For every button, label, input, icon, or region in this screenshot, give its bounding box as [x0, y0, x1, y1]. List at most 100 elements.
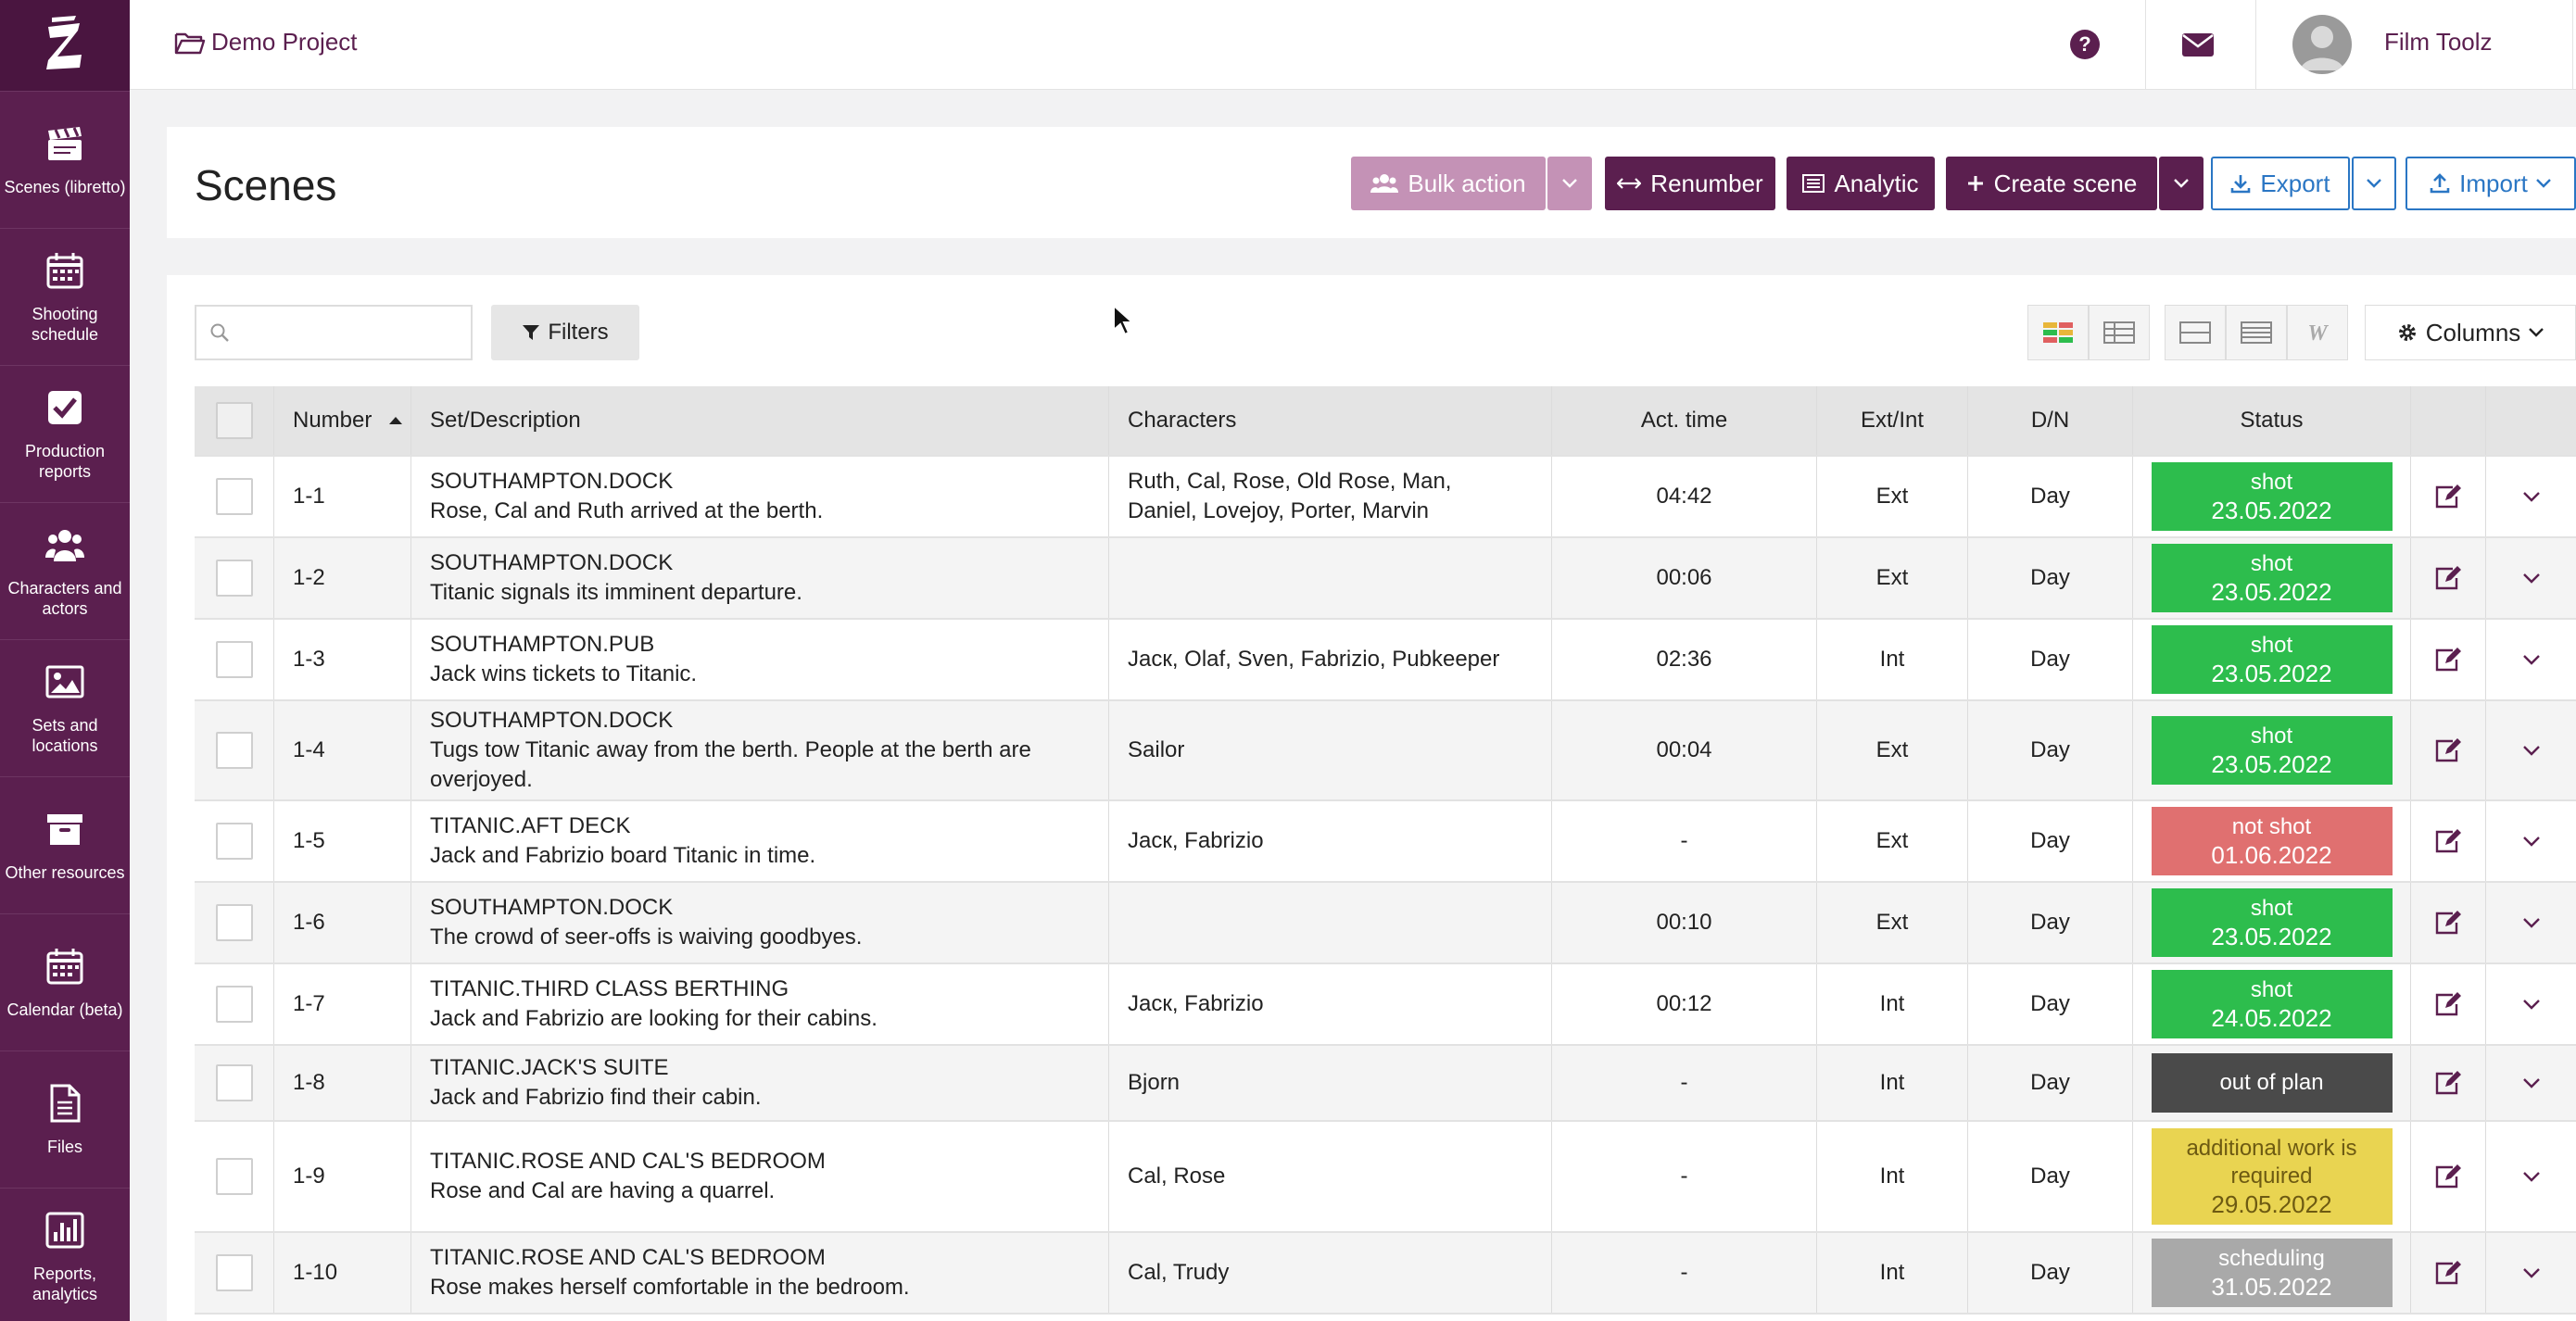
sidebar-item-reports-analytics[interactable]: Reports, analytics	[0, 1188, 130, 1321]
bulk-action-button[interactable]: Bulk action	[1351, 157, 1546, 210]
row-checkbox[interactable]	[215, 904, 253, 941]
row-checkbox[interactable]	[215, 986, 253, 1023]
edit-icon[interactable]	[2434, 1070, 2462, 1096]
chevron-down-icon[interactable]	[2522, 745, 2541, 756]
set-description-cell[interactable]: TITANIC.THIRD CLASS BERTHING Jack and Fab…	[411, 964, 1109, 1044]
set-description-cell[interactable]: TITANIC.ROSE AND CAL'S BEDROOM Rose and C…	[411, 1122, 1109, 1231]
edit-icon[interactable]	[2434, 647, 2462, 673]
help-icon[interactable]: ?	[2066, 26, 2103, 63]
edit-icon[interactable]	[2434, 1260, 2462, 1286]
table-row[interactable]: 1-2 SOUTHAMPTON.DOCK Titanic signals its i…	[195, 538, 2576, 620]
search-input[interactable]	[239, 320, 461, 346]
table-row[interactable]: 1-8 TITANIC.JACK'S SUITE Jack and Fabrizio…	[195, 1046, 2576, 1122]
chevron-down-icon[interactable]	[2522, 572, 2541, 584]
select-all-checkbox[interactable]	[215, 402, 253, 439]
column-header-number[interactable]: Number	[274, 386, 411, 455]
app-logo[interactable]	[0, 0, 130, 91]
row-checkbox[interactable]	[215, 560, 253, 597]
table-row[interactable]: 1-4 SOUTHAMPTON.DOCK Tugs tow Titanic away…	[195, 701, 2576, 801]
export-dropdown[interactable]	[2352, 157, 2396, 210]
edit-icon[interactable]	[2434, 565, 2462, 591]
row-checkbox[interactable]	[215, 823, 253, 860]
chevron-down-icon[interactable]	[2522, 836, 2541, 847]
column-header-ext-int[interactable]: Ext/Int	[1817, 386, 1968, 455]
row-checkbox[interactable]	[215, 1064, 253, 1101]
filters-button[interactable]: Filters	[491, 305, 639, 360]
edit-icon[interactable]	[2434, 737, 2462, 763]
avatar[interactable]	[2292, 15, 2352, 74]
table-row[interactable]: 1-9 TITANIC.ROSE AND CAL'S BEDROOM Rose an…	[195, 1122, 2576, 1233]
sidebar-item-production-reports[interactable]: Production reports	[0, 365, 130, 502]
table-row[interactable]: 1-7 TITANIC.THIRD CLASS BERTHING Jack and …	[195, 964, 2576, 1046]
set-description-cell[interactable]: SOUTHAMPTON.DOCK Titanic signals its immi…	[411, 538, 1109, 618]
column-header-dn[interactable]: D/N	[1968, 386, 2133, 455]
edit-icon[interactable]	[2434, 484, 2462, 510]
set-description-cell[interactable]: SOUTHAMPTON.PUB Jack wins tickets to Tita…	[411, 620, 1109, 699]
import-button[interactable]: Import	[2406, 157, 2576, 210]
table-row[interactable]: 1-6 SOUTHAMPTON.DOCK The crowd of seer-off…	[195, 883, 2576, 964]
status-badge[interactable]: additional work is required 29.05.2022	[2151, 1128, 2393, 1225]
columns-button[interactable]: Columns	[2365, 305, 2576, 360]
search-field[interactable]	[195, 305, 473, 360]
edit-icon[interactable]	[2434, 828, 2462, 854]
row-checkbox[interactable]	[215, 641, 253, 678]
edit-icon[interactable]	[2434, 991, 2462, 1017]
column-header-set[interactable]: Set/Description	[411, 386, 1109, 455]
table-row[interactable]: 1-5 TITANIC.AFT DECK Jack and Fabrizio boa…	[195, 801, 2576, 883]
status-badge[interactable]: scheduling 31.05.2022	[2151, 1239, 2393, 1307]
wrap-text-button[interactable]: W	[2287, 305, 2348, 360]
renumber-button[interactable]: Renumber	[1605, 157, 1775, 210]
status-badge[interactable]: shot 23.05.2022	[2151, 625, 2393, 694]
column-header-characters[interactable]: Characters	[1109, 386, 1552, 455]
column-header-act-time[interactable]: Act. time	[1552, 386, 1817, 455]
row-height-compact-button[interactable]	[2226, 305, 2287, 360]
chevron-down-icon[interactable]	[2522, 654, 2541, 665]
column-header-status[interactable]: Status	[2133, 386, 2411, 455]
set-description-cell[interactable]: TITANIC.AFT DECK Jack and Fabrizio board …	[411, 801, 1109, 881]
create-scene-dropdown[interactable]	[2159, 157, 2203, 210]
view-table-button[interactable]	[2089, 305, 2150, 360]
status-badge[interactable]: shot 23.05.2022	[2151, 544, 2393, 612]
chevron-down-icon[interactable]	[2522, 1077, 2541, 1088]
status-badge[interactable]: shot 23.05.2022	[2151, 716, 2393, 785]
set-description-cell[interactable]: TITANIC.JACK'S SUITE Jack and Fabrizio fi…	[411, 1046, 1109, 1120]
bulk-action-dropdown[interactable]	[1547, 157, 1592, 210]
chevron-down-icon[interactable]	[2522, 999, 2541, 1010]
mail-icon[interactable]	[2179, 26, 2216, 63]
edit-icon[interactable]	[2434, 1164, 2462, 1189]
edit-icon[interactable]	[2434, 910, 2462, 936]
row-checkbox[interactable]	[215, 732, 253, 769]
status-badge[interactable]: not shot 01.06.2022	[2151, 807, 2393, 875]
sidebar-item-scenes-libretto[interactable]: Scenes (libretto)	[0, 91, 130, 228]
set-description-cell[interactable]: SOUTHAMPTON.DOCK Rose, Cal and Ruth arriv…	[411, 457, 1109, 536]
set-description-cell[interactable]: SOUTHAMPTON.DOCK The crowd of seer-offs i…	[411, 883, 1109, 962]
table-row[interactable]: 1-1 SOUTHAMPTON.DOCK Rose, Cal and Ruth ar…	[195, 457, 2576, 538]
table-row[interactable]: 1-10 TITANIC.ROSE AND CAL'S BEDROOM Rose m…	[195, 1233, 2576, 1315]
table-row[interactable]: 1-3 SOUTHAMPTON.PUB Jack wins tickets to T…	[195, 620, 2576, 701]
create-scene-button[interactable]: Create scene	[1946, 157, 2157, 210]
chevron-down-icon[interactable]	[2522, 917, 2541, 928]
set-description-cell[interactable]: SOUTHAMPTON.DOCK Tugs tow Titanic away fr…	[411, 701, 1109, 799]
status-badge[interactable]: out of plan	[2151, 1053, 2393, 1113]
chevron-down-icon[interactable]	[2522, 1171, 2541, 1182]
status-badge[interactable]: shot 23.05.2022	[2151, 462, 2393, 531]
status-badge[interactable]: shot 24.05.2022	[2151, 970, 2393, 1038]
sidebar-item-shooting-schedule[interactable]: Shooting schedule	[0, 228, 130, 365]
row-checkbox[interactable]	[215, 1254, 253, 1291]
view-colored-grid-button[interactable]	[2027, 305, 2089, 360]
sidebar-item-files[interactable]: Files	[0, 1051, 130, 1188]
analytic-button[interactable]: Analytic	[1787, 157, 1935, 210]
row-checkbox[interactable]	[215, 1158, 253, 1195]
chevron-down-icon[interactable]	[2522, 491, 2541, 502]
sidebar-item-other-resources[interactable]: Other resources	[0, 776, 130, 913]
user-name[interactable]: Film Toolz	[2384, 28, 2493, 56]
sidebar-item-characters-and-actors[interactable]: Characters and actors	[0, 502, 130, 639]
chevron-down-icon[interactable]	[2522, 1267, 2541, 1278]
export-button[interactable]: Export	[2211, 157, 2350, 210]
project-selector[interactable]: Demo Project	[174, 28, 358, 57]
row-checkbox[interactable]	[215, 478, 253, 515]
sidebar-item-calendar-beta[interactable]: Calendar (beta)	[0, 913, 130, 1051]
row-height-normal-button[interactable]	[2165, 305, 2226, 360]
status-badge[interactable]: shot 23.05.2022	[2151, 888, 2393, 957]
set-description-cell[interactable]: TITANIC.ROSE AND CAL'S BEDROOM Rose makes…	[411, 1233, 1109, 1313]
